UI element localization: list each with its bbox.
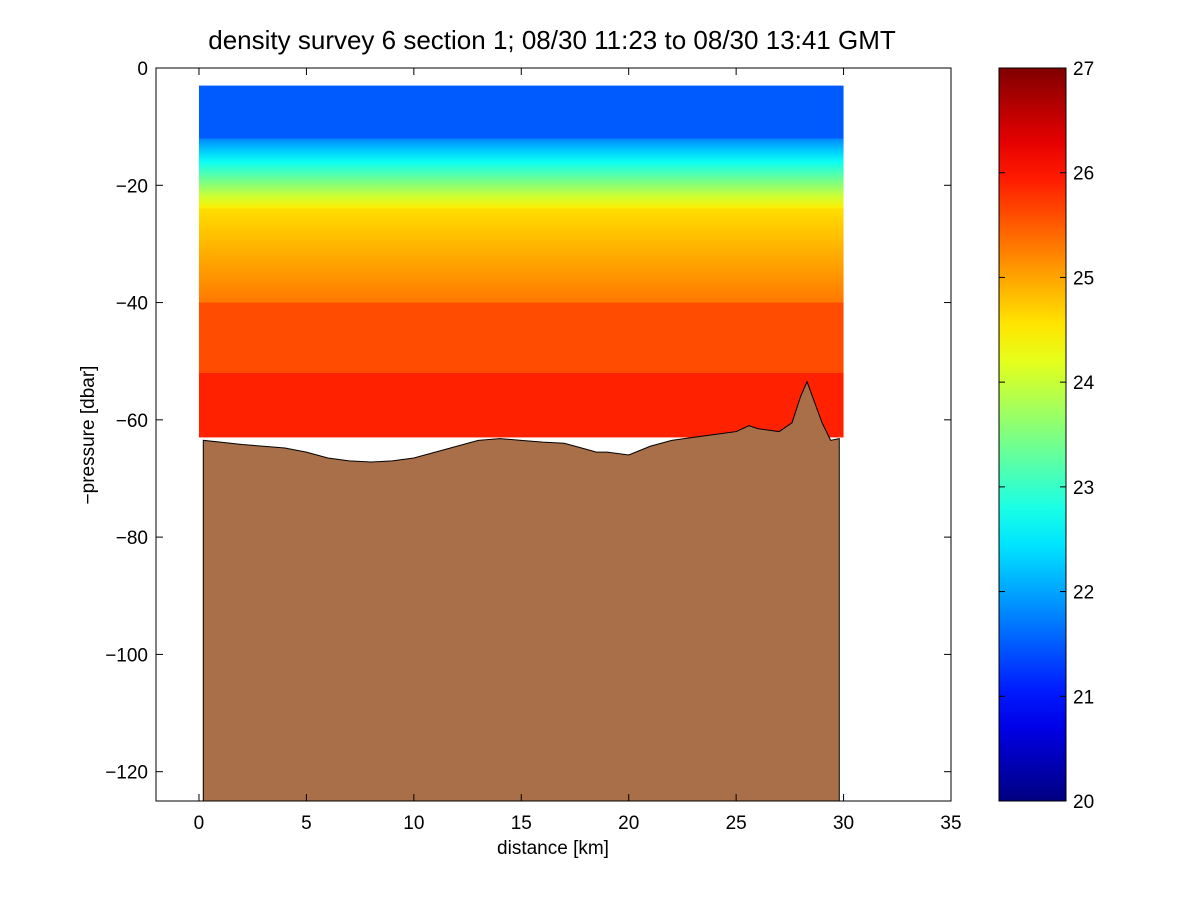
colorbar-ticks: 20 21 22 23 24 25 26 27 <box>999 59 1095 813</box>
y-axis: 0 −20 −40 −60 −80 −100 −120 <box>105 59 951 784</box>
colorbar-tick-label: 21 <box>1073 687 1094 708</box>
bathymetry-seafloor <box>202 380 840 801</box>
y-tick-label: −20 <box>116 176 148 197</box>
x-tick-label: 0 <box>194 813 205 834</box>
colorbar: 20 21 22 23 24 25 26 27 <box>998 59 1095 813</box>
colorbar-frame <box>998 67 1067 802</box>
x-tick-label: 30 <box>833 813 854 834</box>
x-tick-label: 20 <box>618 813 639 834</box>
x-tick-label: 35 <box>940 813 961 834</box>
x-tick-label: 15 <box>511 813 532 834</box>
x-axis: 0 5 10 15 20 25 30 35 <box>194 68 962 834</box>
colorbar-tick-label: 20 <box>1073 792 1094 813</box>
y-axis-label: −pressure [dbar] <box>78 366 99 505</box>
x-axis-label: distance [km] <box>497 838 609 859</box>
density-section-field <box>198 85 844 438</box>
colorbar-tick-label: 25 <box>1073 268 1094 289</box>
colorbar-scale <box>999 68 1066 801</box>
plot-area <box>198 85 844 801</box>
plot-frame <box>155 67 952 802</box>
x-tick-label: 10 <box>403 813 424 834</box>
colorbar-tick-label: 22 <box>1073 583 1094 604</box>
chart-title: density survey 6 section 1; 08/30 11:23 … <box>208 25 896 55</box>
y-tick-label: 0 <box>137 59 148 80</box>
x-tick-label: 5 <box>301 813 312 834</box>
y-tick-label: −40 <box>116 294 148 315</box>
x-tick-label: 25 <box>726 813 747 834</box>
colorbar-tick-label: 27 <box>1073 59 1094 80</box>
y-tick-label: −60 <box>116 411 148 432</box>
colorbar-tick-label: 26 <box>1073 164 1094 185</box>
y-tick-label: −100 <box>105 645 148 666</box>
colorbar-tick-label: 24 <box>1073 373 1095 394</box>
y-tick-label: −120 <box>105 763 148 784</box>
colorbar-tick-label: 23 <box>1073 478 1094 499</box>
y-tick-label: −80 <box>116 528 148 549</box>
